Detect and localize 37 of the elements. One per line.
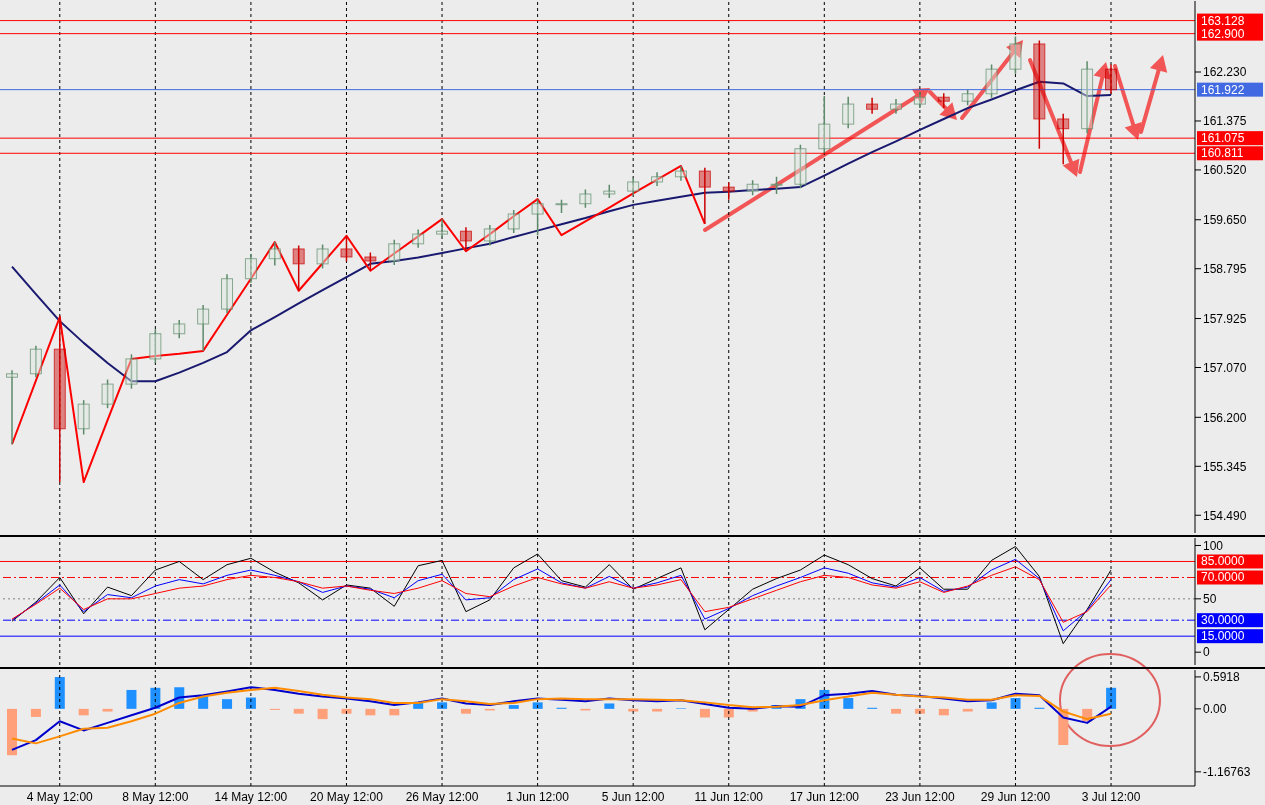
y-tick-label: 158.795 <box>1203 261 1247 276</box>
y-tick-label: 157.925 <box>1203 311 1247 326</box>
ref-line-label: 70.0000 <box>1201 570 1245 585</box>
x-tick-label: 1 Jun 12:00 <box>506 789 570 804</box>
y-tick-label: 156.200 <box>1203 410 1247 425</box>
y-tick-label: 0 <box>1203 645 1210 660</box>
y-tick-label: -1.16763 <box>1203 765 1251 780</box>
ref-line-label: 30.0000 <box>1201 613 1245 628</box>
y-tick-label: 161.375 <box>1203 114 1247 129</box>
x-tick-label: 23 Jun 12:00 <box>885 789 955 804</box>
ref-line-label: 85.0000 <box>1201 554 1245 569</box>
ref-line-label: 161.922 <box>1201 82 1245 97</box>
x-tick-label: 5 Jun 12:00 <box>601 789 665 804</box>
y-tick-label: 162.230 <box>1203 65 1247 80</box>
ref-line-label: 162.900 <box>1201 26 1245 41</box>
x-tick-label: 4 May 12:00 <box>26 789 94 804</box>
y-tick-label: 160.520 <box>1203 163 1247 178</box>
y-tick-label: 100 <box>1203 538 1224 553</box>
ref-line-label: 15.0000 <box>1201 629 1245 644</box>
x-tick-label: 26 May 12:00 <box>405 789 479 804</box>
y-tick-label: 159.650 <box>1203 213 1247 228</box>
ref-line-label: 163.128 <box>1201 13 1245 28</box>
x-tick-label: 3 Jul 12:00 <box>1081 789 1141 804</box>
y-tick-label: 155.345 <box>1203 459 1247 474</box>
x-tick-label: 14 May 12:00 <box>214 789 288 804</box>
y-tick-label: 157.070 <box>1203 360 1247 375</box>
x-tick-label: 29 Jun 12:00 <box>980 789 1051 804</box>
y-tick-label: 0.00 <box>1203 702 1227 717</box>
y-tick-label: 154.490 <box>1203 508 1247 523</box>
ref-line-label: 160.811 <box>1201 146 1244 161</box>
x-tick-label: 17 Jun 12:00 <box>789 789 860 804</box>
x-tick-label: 8 May 12:00 <box>122 789 189 804</box>
ref-line-label: 161.075 <box>1201 131 1245 146</box>
y-tick-label: 0.5918 <box>1203 670 1241 685</box>
x-tick-label: 20 May 12:00 <box>310 789 384 804</box>
x-tick-label: 11 Jun 12:00 <box>694 789 764 804</box>
y-tick-label: 50 <box>1203 592 1217 607</box>
